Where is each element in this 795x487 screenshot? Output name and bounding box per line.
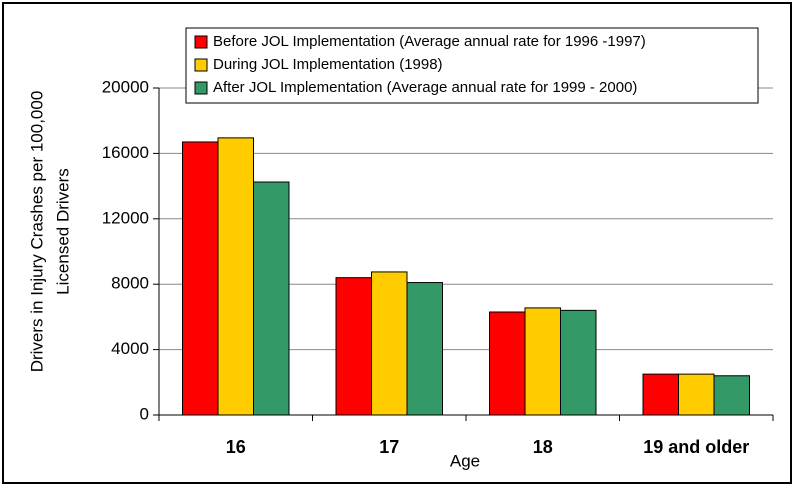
bar bbox=[253, 181, 290, 416]
bar bbox=[524, 307, 561, 416]
y-tick-label: 16000 bbox=[102, 143, 149, 162]
legend-label: Before JOL Implementation (Average annua… bbox=[213, 33, 646, 50]
bar bbox=[642, 373, 679, 416]
x-axis-label: Age bbox=[450, 451, 480, 470]
y-axis-label: Licensed Drivers bbox=[53, 168, 72, 295]
legend-box bbox=[185, 27, 759, 104]
bar bbox=[406, 282, 443, 416]
x-tick-label: 16 bbox=[226, 437, 246, 457]
bar bbox=[217, 137, 254, 416]
y-tick-label: 20000 bbox=[102, 77, 149, 96]
legend-label: After JOL Implementation (Average annual… bbox=[213, 79, 637, 96]
bar bbox=[560, 309, 597, 416]
x-tick-label: 19 and older bbox=[643, 437, 749, 457]
bar bbox=[335, 277, 372, 416]
y-tick-label: 8000 bbox=[111, 274, 149, 293]
x-tick-label: 18 bbox=[533, 437, 553, 457]
legend-swatch bbox=[194, 35, 208, 49]
bar bbox=[371, 271, 408, 416]
y-tick-label: 4000 bbox=[111, 339, 149, 358]
legend-swatch bbox=[194, 81, 208, 95]
x-tick-label: 17 bbox=[379, 437, 399, 457]
bar bbox=[713, 375, 750, 416]
legend-swatch bbox=[194, 58, 208, 72]
y-tick-label: 0 bbox=[140, 404, 149, 423]
bar bbox=[489, 311, 526, 416]
y-axis-label: Drivers in Injury Crashes per 100,000 bbox=[27, 91, 46, 373]
legend-label: During JOL Implementation (1998) bbox=[213, 56, 443, 73]
y-tick-label: 12000 bbox=[102, 208, 149, 227]
bar bbox=[678, 373, 715, 416]
bar bbox=[182, 141, 219, 416]
